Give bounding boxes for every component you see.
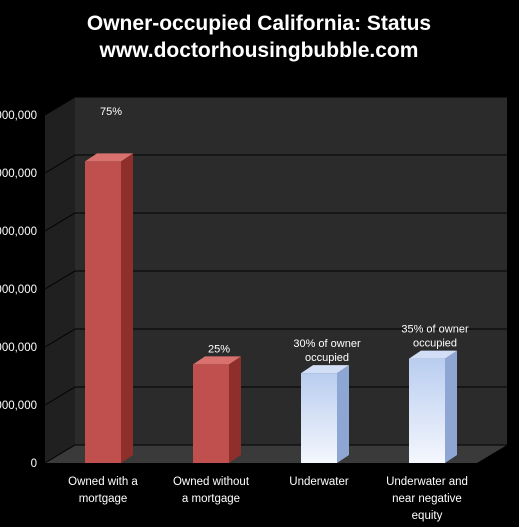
bar-side	[337, 365, 349, 463]
y-tick-label: 4,000,000	[0, 226, 37, 238]
plot-area: 0 1,000,000 2,000,000 3,000,000 4,000,000 5,0…	[0, 96, 507, 522]
bar-top	[301, 365, 349, 374]
data-label: occupied	[305, 352, 349, 364]
gridline	[44, 212, 507, 232]
x-tick-label: mortgage	[79, 493, 128, 505]
chart-subtitle: www.doctorhousingbubble.com	[99, 39, 419, 62]
bar-side	[229, 356, 241, 463]
data-label: occupied	[413, 338, 457, 350]
x-tick-label: Underwater and	[386, 476, 468, 488]
data-label: 75%	[100, 106, 122, 118]
bar-side	[121, 153, 133, 463]
y-tick-label: 2,000,000	[0, 342, 37, 354]
x-tick-label: Underwater	[289, 476, 349, 488]
bar	[85, 161, 121, 463]
x-tick-label: near negative	[392, 493, 462, 505]
chart-title: Owner-occupied California: Status	[87, 12, 431, 35]
x-tick-label: Owned with a	[68, 476, 138, 488]
bar-top	[409, 350, 457, 359]
bar-top	[85, 153, 133, 162]
y-tick-label: 0	[31, 458, 37, 470]
data-label: 35% of owner	[401, 324, 469, 336]
y-tick-label: 5,000,000	[0, 168, 37, 180]
x-tick-label: equity	[412, 510, 443, 522]
data-label: 25%	[208, 343, 230, 355]
bar	[193, 364, 229, 463]
bar	[409, 358, 445, 463]
bar-side	[445, 350, 457, 463]
gridline	[44, 444, 507, 464]
bar	[301, 373, 337, 463]
x-tick-label: a mortgage	[182, 493, 240, 505]
gridline	[44, 154, 507, 174]
gridline	[44, 328, 507, 348]
gridline	[44, 270, 507, 290]
floor	[45, 445, 507, 463]
data-label: 30% of owner	[293, 338, 361, 350]
y-tick-label: 6,000,000	[0, 110, 37, 122]
y-tick-label: 1,000,000	[0, 400, 37, 412]
y-tick-label: 3,000,000	[0, 284, 37, 296]
bar-top	[193, 356, 241, 365]
gridline	[44, 96, 507, 116]
x-tick-label: Owned without	[173, 476, 250, 488]
gridline	[44, 386, 507, 406]
